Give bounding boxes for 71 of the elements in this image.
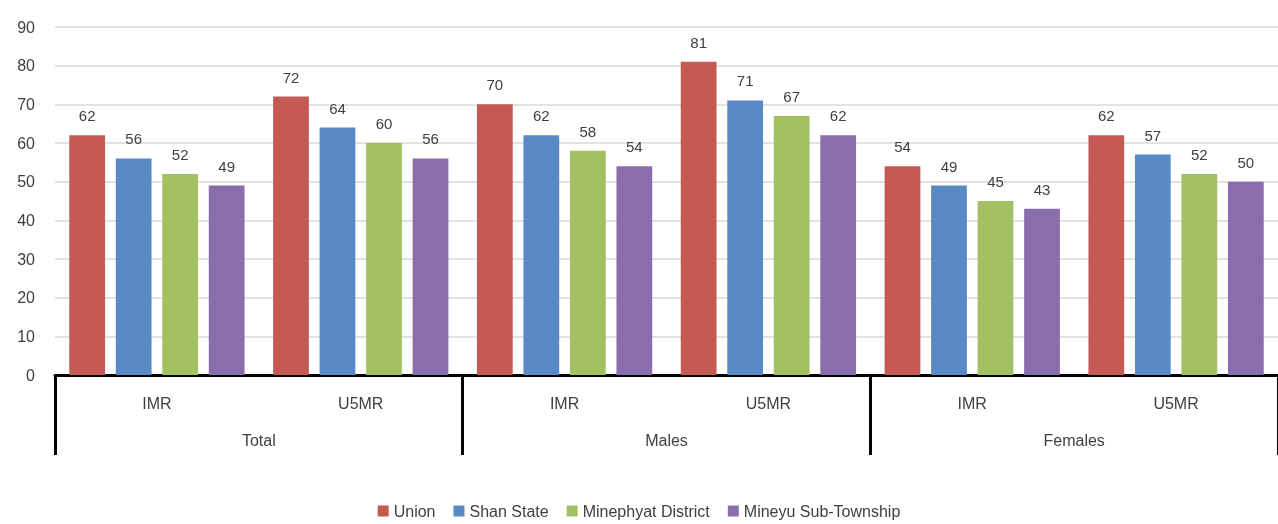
x-tick-label: U5MR xyxy=(745,394,792,412)
bar xyxy=(820,135,857,375)
data-label: 54 xyxy=(894,138,911,156)
legend-label: Minephyat District xyxy=(582,502,711,520)
data-label: 81 xyxy=(690,33,707,51)
data-label: 60 xyxy=(375,115,393,132)
x-tick-label: IMR xyxy=(142,394,172,412)
data-label: 56 xyxy=(422,130,439,148)
bar xyxy=(412,158,449,375)
legend-label: Shan State xyxy=(469,502,549,520)
bar xyxy=(680,61,717,375)
data-label: 54 xyxy=(626,138,643,156)
text: Males xyxy=(645,431,688,449)
data-label: 49 xyxy=(218,157,236,175)
data-label: 58 xyxy=(579,122,597,140)
y-tick-label: 90 xyxy=(17,18,36,36)
data-label: 71 xyxy=(736,72,754,90)
data-label: 43 xyxy=(1033,180,1051,198)
data-label: 52 xyxy=(1190,145,1208,163)
bar xyxy=(319,127,356,375)
text: Females xyxy=(1043,431,1105,449)
bar xyxy=(773,115,810,375)
data-label: 57 xyxy=(1144,126,1162,144)
y-tick-label: 70 xyxy=(17,95,36,113)
bar xyxy=(977,201,1014,375)
data-label: 62 xyxy=(1097,107,1115,125)
data-label: 45 xyxy=(987,173,1004,190)
bar xyxy=(162,173,199,375)
bar xyxy=(1088,135,1125,375)
text: Total xyxy=(241,431,276,449)
bar xyxy=(523,135,560,375)
y-tick-label: 20 xyxy=(17,289,36,307)
bar xyxy=(727,100,764,375)
bar xyxy=(616,166,653,375)
bar xyxy=(1024,208,1060,375)
bar xyxy=(931,185,967,375)
y-tick-label: 30 xyxy=(17,250,36,268)
data-label: 67 xyxy=(783,87,801,105)
bar xyxy=(1181,173,1218,375)
bar xyxy=(366,143,402,375)
bar xyxy=(208,185,245,375)
y-tick-label: 10 xyxy=(17,327,36,345)
bar xyxy=(115,158,152,375)
data-label: 50 xyxy=(1237,153,1255,171)
bar xyxy=(569,150,606,375)
data-label: 64 xyxy=(329,99,346,117)
y-tick-label: 80 xyxy=(17,57,36,75)
bar xyxy=(273,96,309,375)
y-tick-label: 40 xyxy=(17,211,36,229)
x-tick-label: U5MR xyxy=(338,394,384,412)
data-label: 62 xyxy=(78,107,96,125)
data-label: 56 xyxy=(125,130,143,148)
bar xyxy=(1227,181,1264,375)
data-label: 72 xyxy=(282,68,300,86)
bar xyxy=(476,104,513,375)
data-label: 70 xyxy=(486,76,504,94)
x-tick-label: IMR xyxy=(957,394,987,412)
bar xyxy=(1134,154,1171,375)
data-label: 62 xyxy=(829,107,847,125)
data-label: 62 xyxy=(532,107,550,125)
bar xyxy=(69,135,106,375)
x-tick-label: U5MR xyxy=(1153,394,1199,412)
y-tick-label: 0 xyxy=(26,366,36,384)
data-label: 49 xyxy=(940,157,958,175)
data-label: 52 xyxy=(171,145,189,163)
x-tick-label: IMR xyxy=(549,394,580,412)
y-tick-label: 50 xyxy=(17,173,36,191)
legend-label: Mineyu Sub-Township xyxy=(743,502,901,520)
y-tick-label: 60 xyxy=(17,134,36,152)
bar xyxy=(884,166,921,375)
legend-label: Union xyxy=(393,502,436,520)
